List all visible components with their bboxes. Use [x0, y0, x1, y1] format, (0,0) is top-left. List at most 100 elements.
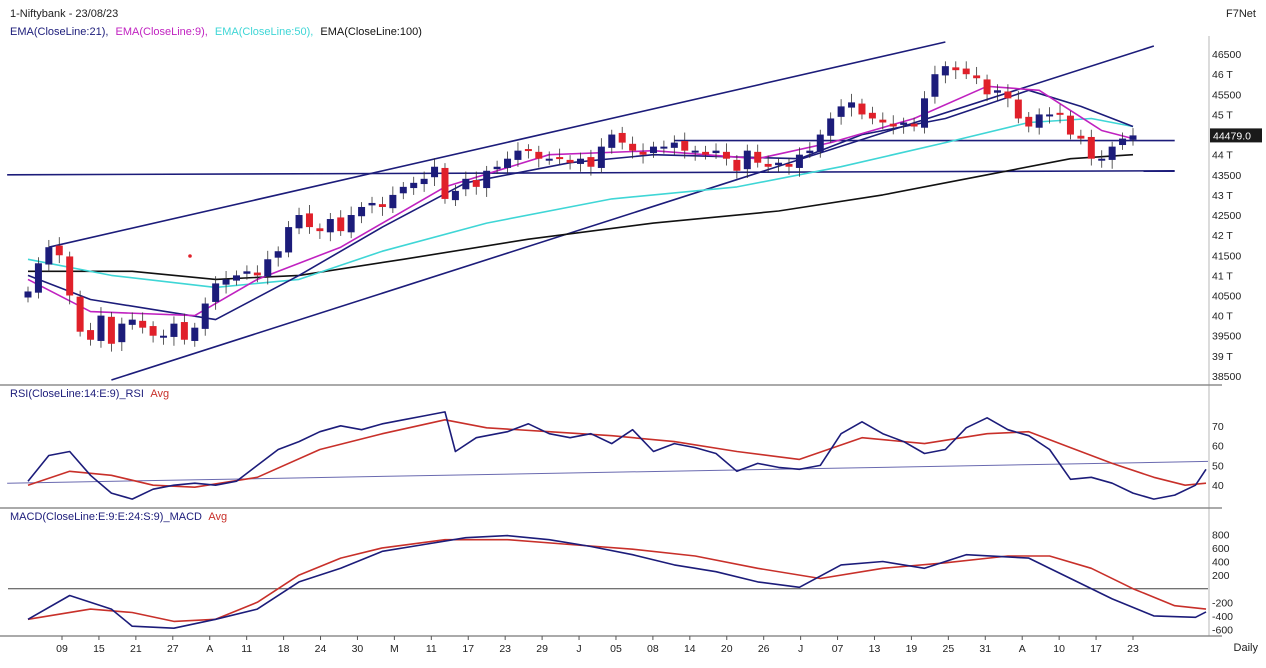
candle-body	[722, 151, 730, 159]
candle-body	[66, 256, 74, 296]
candle-bull	[577, 152, 584, 172]
candle-body	[118, 323, 126, 343]
candle-bull	[97, 307, 105, 348]
candle-body	[264, 259, 272, 277]
candle-bull	[1035, 108, 1043, 135]
candle-body	[274, 251, 282, 258]
x-tick-label: 09	[56, 643, 68, 655]
price-trendline	[48, 41, 946, 248]
candle-body	[139, 320, 147, 328]
candle-bull	[232, 270, 240, 286]
candle-bear	[1004, 84, 1012, 108]
candle-bear	[858, 98, 866, 120]
x-tick-label: 13	[869, 643, 881, 655]
candle-bear	[910, 117, 918, 132]
rsi-trendline	[7, 460, 1209, 484]
candle-bear	[702, 145, 710, 160]
x-tick-label: 15	[93, 643, 105, 655]
x-tick-label: A	[1019, 643, 1026, 655]
candle-body	[1004, 91, 1012, 99]
candle-bull	[389, 186, 397, 214]
candle-body	[577, 158, 584, 164]
macd-avg-label: Avg	[208, 511, 228, 523]
candle-body	[649, 146, 657, 154]
x-tick-label: 27	[167, 643, 179, 655]
candle-bull	[670, 135, 678, 155]
candle-bear	[879, 112, 887, 130]
price-tick-label: 41500	[1212, 250, 1241, 262]
candle-bull	[24, 286, 32, 303]
candle-body	[743, 150, 751, 170]
candle-body	[629, 143, 637, 151]
candle-body	[201, 303, 209, 329]
candle-body	[608, 134, 616, 148]
macd-line	[27, 534, 1207, 629]
x-tick-label: 23	[499, 643, 511, 655]
ema100-legend: EMA(CloseLine:100)	[320, 26, 422, 38]
chart-title: 1-Niftybank - 23/08/23	[10, 8, 119, 20]
candle-bull	[358, 202, 366, 224]
candle-bull	[462, 171, 470, 197]
candle-body	[1046, 114, 1054, 117]
x-tick-label: 30	[352, 643, 364, 655]
candle-body	[754, 151, 762, 163]
candle-body	[1014, 99, 1022, 119]
candle-body	[107, 316, 115, 344]
candle-body	[399, 186, 407, 194]
candle-bear	[1056, 104, 1064, 124]
candle-bull	[326, 213, 334, 242]
ema9-line	[27, 85, 1134, 317]
candle-body	[910, 123, 918, 127]
ema21-line	[27, 89, 1134, 321]
candle-bull	[921, 91, 929, 134]
candle-body	[347, 215, 355, 233]
candle-body	[670, 142, 678, 148]
candle-bear	[764, 155, 772, 173]
candle-body	[326, 219, 334, 233]
candle-bull	[775, 157, 783, 172]
period-label: Daily	[1233, 642, 1258, 654]
candle-body	[191, 327, 199, 341]
candle-body	[1129, 135, 1137, 140]
candle-body	[785, 163, 793, 167]
candle-bear	[973, 66, 981, 85]
candle-bull	[399, 182, 407, 200]
x-tick-label: M	[390, 643, 399, 655]
macd-legend: MACD(CloseLine:E:9:E:24:S:9)_MACD Avg	[10, 511, 231, 523]
candle-body	[702, 151, 710, 155]
candle-bear	[1077, 129, 1085, 145]
candle-bull	[795, 147, 803, 177]
candle-bear	[253, 265, 261, 283]
candle-body	[24, 291, 32, 298]
candle-bull	[483, 165, 491, 197]
candle-bear	[962, 61, 970, 80]
candle-bull	[170, 316, 178, 346]
rsi-avg-line	[27, 419, 1207, 488]
price-tick-label: 43500	[1212, 170, 1241, 182]
candle-body	[368, 202, 376, 206]
candle-bull	[743, 144, 751, 179]
ema-legend: EMA(CloseLine:21), EMA(CloseLine:9), EMA…	[10, 26, 426, 38]
rsi-label: RSI(CloseLine:14:E:9)_RSI	[10, 388, 144, 400]
macd-tick-label: -200	[1212, 597, 1233, 609]
x-tick-label: 21	[130, 643, 142, 655]
rsi-tick-label: 50	[1212, 460, 1224, 472]
candle-bull	[212, 276, 220, 310]
candle-bull	[191, 322, 199, 347]
candle-bear	[983, 74, 991, 102]
candle-body	[795, 154, 803, 168]
candle-bull	[368, 196, 376, 214]
candle-bull	[274, 246, 282, 267]
candle-bull	[1108, 141, 1116, 169]
candle-body	[34, 263, 42, 293]
x-tick-label: A	[206, 643, 213, 655]
macd-tick-label: 800	[1212, 529, 1230, 541]
last-price-value: 44479.0	[1213, 130, 1251, 142]
candle-body	[514, 150, 522, 160]
price-tick-label: 46 T	[1212, 69, 1233, 81]
candle-body	[222, 279, 230, 285]
candle-body	[378, 204, 386, 207]
candle-body	[180, 322, 188, 340]
macd-tick-label: 200	[1212, 570, 1230, 582]
